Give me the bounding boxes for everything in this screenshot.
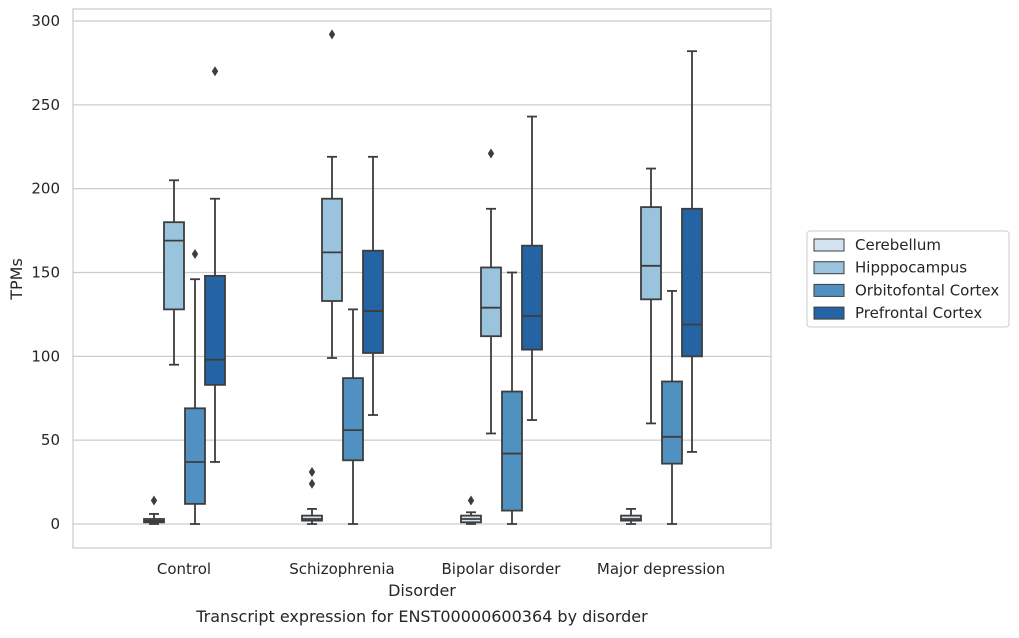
box-prefrontal-cortex bbox=[521, 115, 543, 421]
box-orbitofontal-cortex bbox=[501, 271, 523, 525]
box-iqr bbox=[204, 274, 226, 386]
outlier-point bbox=[211, 66, 219, 77]
x-tick-label: Control bbox=[157, 560, 211, 578]
legend-frame bbox=[806, 230, 1010, 328]
box-prefrontal-cortex bbox=[681, 50, 703, 453]
legend-swatch bbox=[813, 238, 845, 252]
box-iqr bbox=[501, 390, 523, 512]
y-tick-label: 150 bbox=[31, 264, 60, 282]
box-iqr bbox=[661, 380, 683, 465]
x-tick-label: Schizophrenia bbox=[289, 560, 394, 578]
y-tick-label: 0 bbox=[50, 515, 60, 533]
legend-label: Cerebellum bbox=[855, 236, 941, 254]
legend-swatch bbox=[813, 261, 845, 275]
y-tick-label: 250 bbox=[31, 96, 60, 114]
box-hipppocampus bbox=[480, 148, 502, 435]
box-orbitofontal-cortex bbox=[342, 308, 364, 525]
box-iqr bbox=[362, 249, 384, 354]
chart-caption: Transcript expression for ENST0000060036… bbox=[195, 607, 648, 626]
outlier-point bbox=[467, 495, 475, 506]
box-iqr bbox=[681, 207, 703, 358]
legend-label: Orbitofontal Cortex bbox=[855, 281, 999, 299]
box-orbitofontal-cortex bbox=[661, 290, 683, 525]
box-prefrontal-cortex bbox=[204, 66, 226, 463]
y-tick-label: 200 bbox=[31, 180, 60, 198]
outlier-point bbox=[487, 148, 495, 159]
y-axis-title: TPMs bbox=[7, 258, 26, 301]
box-hipppocampus bbox=[321, 29, 343, 359]
x-tick-label: Bipolar disorder bbox=[442, 560, 562, 578]
y-tick-label: 50 bbox=[41, 431, 60, 449]
legend-swatch bbox=[813, 306, 845, 320]
outlier-point bbox=[328, 29, 336, 40]
box-cerebellum bbox=[460, 495, 482, 525]
boxes bbox=[143, 29, 703, 525]
y-tick-label: 100 bbox=[31, 347, 60, 365]
outlier-point bbox=[150, 495, 158, 506]
box-iqr bbox=[321, 197, 343, 302]
box-prefrontal-cortex bbox=[362, 155, 384, 416]
box-iqr bbox=[163, 221, 185, 311]
box-cerebellum bbox=[620, 508, 642, 525]
legend-items: Cerebellum Hipppocampus Orbitofontal Corte… bbox=[813, 236, 999, 322]
plot-frame bbox=[72, 8, 772, 549]
outlier-point bbox=[308, 467, 316, 478]
legend-swatch bbox=[813, 283, 845, 297]
box-iqr bbox=[342, 377, 364, 462]
x-axis-title: Disorder bbox=[388, 581, 456, 600]
box-cerebellum bbox=[301, 467, 323, 525]
legend-label: Hipppocampus bbox=[855, 259, 967, 277]
box-cerebellum bbox=[143, 495, 165, 525]
legend: Cerebellum Hipppocampus Orbitofontal Corte… bbox=[806, 230, 1010, 328]
box-hipppocampus bbox=[640, 167, 662, 425]
box-iqr bbox=[521, 244, 543, 351]
outlier-point bbox=[191, 249, 199, 260]
y-tick-label: 300 bbox=[31, 12, 60, 30]
box-iqr bbox=[480, 266, 502, 338]
x-tick-labels: Control Schizophrenia Bipolar disorder Majo… bbox=[157, 560, 725, 578]
box-iqr bbox=[640, 206, 662, 301]
legend-label: Prefrontal Cortex bbox=[855, 304, 982, 322]
box-orbitofontal-cortex bbox=[184, 249, 206, 525]
x-tick-label: Major depression bbox=[597, 560, 725, 578]
box-hipppocampus bbox=[163, 179, 185, 366]
outlier-point bbox=[308, 478, 316, 489]
box-iqr bbox=[184, 407, 206, 505]
y-tick-labels: 0 50 100 150 200 250 300 bbox=[31, 12, 60, 533]
